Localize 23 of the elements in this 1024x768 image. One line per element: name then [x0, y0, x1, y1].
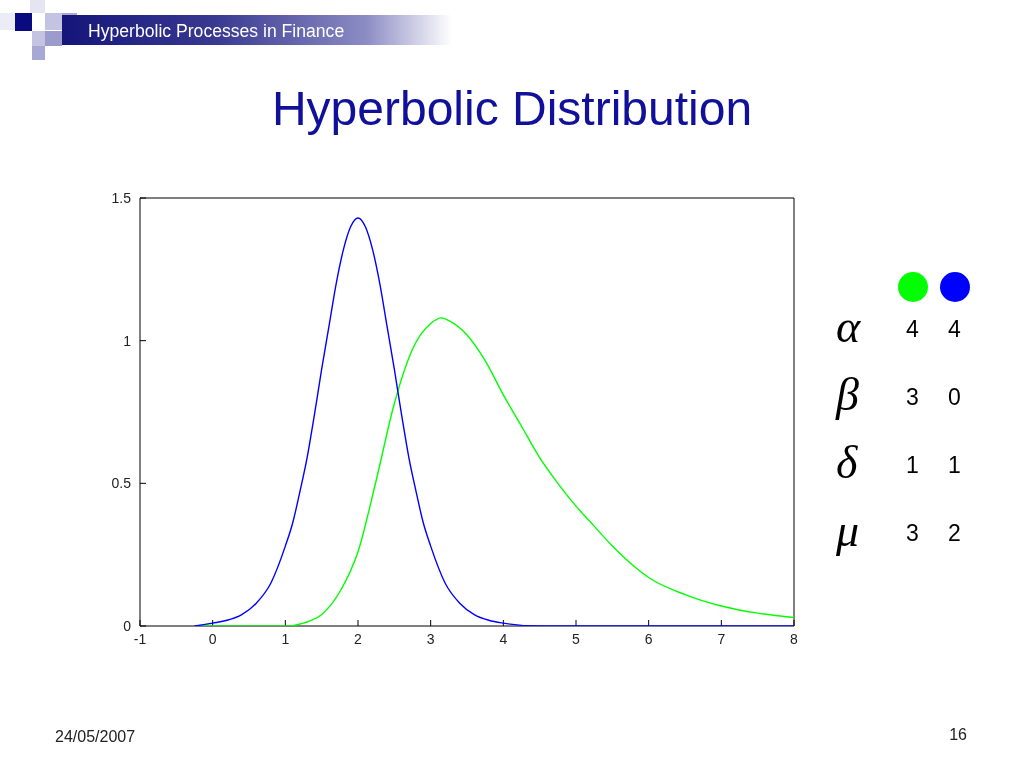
text: μ 3 2 — [836, 505, 961, 556]
chart-title: Hyperbolic Distribution — [270, 81, 754, 137]
x-tick-label: 1 — [281, 630, 290, 647]
text: δ 1 1 — [836, 437, 961, 488]
x-tick-label: 0 — [208, 630, 217, 647]
y-tick-label: 0 — [123, 617, 132, 634]
x-tick-label: 8 — [790, 630, 799, 647]
y-tick-label: 0.5 — [111, 475, 132, 492]
x-tick-label: 6 — [644, 630, 653, 647]
text: 24/05/2007 — [55, 727, 136, 747]
text: β 3 0 — [836, 369, 961, 420]
x-tick-label: 2 — [354, 630, 363, 647]
y-tick-label: 1.5 — [111, 189, 132, 206]
text: α 4 4 — [836, 301, 961, 352]
x-tick-label: -1 — [133, 630, 147, 647]
x-tick-label: 3 — [426, 630, 435, 647]
y-tick-label: 1 — [123, 332, 132, 349]
x-tick-label: 5 — [572, 630, 581, 647]
line-series — [193, 217, 794, 626]
text: 16 — [949, 725, 967, 745]
x-tick-label: 4 — [499, 630, 508, 647]
text: Hyperbolic Processes in Finance — [88, 20, 345, 42]
x-tick-label: 7 — [717, 630, 726, 647]
